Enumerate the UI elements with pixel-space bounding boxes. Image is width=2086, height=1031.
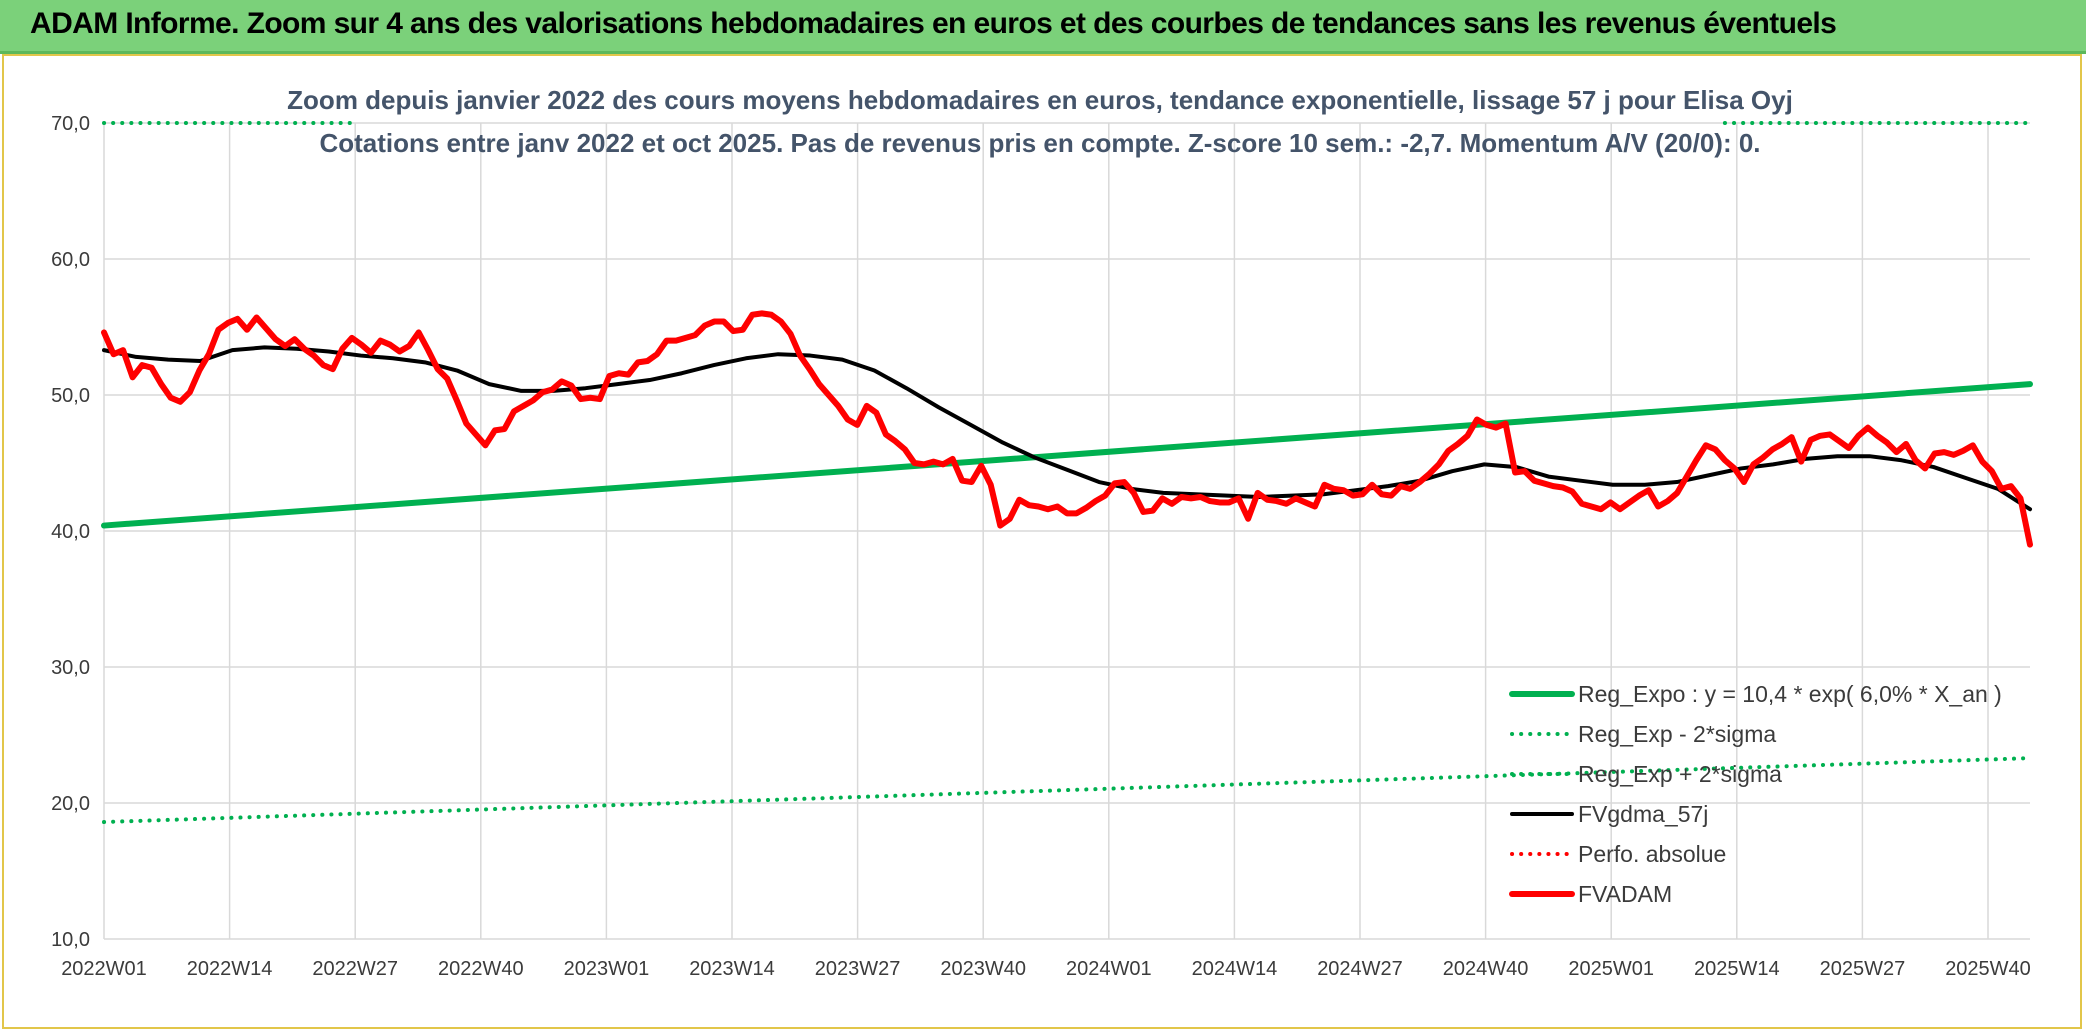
x-tick-label: 2023W40 (940, 958, 1026, 980)
y-tick-label: 70,0 (51, 113, 90, 135)
report-banner: ADAM Informe. Zoom sur 4 ans des valoris… (0, 0, 2086, 54)
y-tick-label: 30,0 (51, 657, 90, 679)
legend-label: FVADAM (1578, 881, 1672, 907)
x-tick-label: 2022W14 (187, 958, 273, 980)
subtitle-line-1: Zoom depuis janvier 2022 des cours moyen… (287, 85, 1793, 115)
y-tick-label: 50,0 (51, 385, 90, 407)
x-tick-label: 2022W40 (438, 958, 524, 980)
legend-label: Reg_Exp - 2*sigma (1578, 721, 1776, 747)
legend-label: Reg_Exp + 2*sigma (1578, 761, 1782, 787)
legend-label: FVgdma_57j (1578, 801, 1708, 827)
y-tick-label: 60,0 (51, 249, 90, 271)
x-tick-label: 2025W40 (1945, 958, 2031, 980)
y-tick-label: 10,0 (51, 929, 90, 951)
series (101, 121, 2033, 825)
y-tick-label: 20,0 (51, 793, 90, 815)
series-reg-exp-minus (102, 756, 2032, 825)
x-tick-label: 2024W01 (1066, 958, 1152, 980)
report-title: ADAM Informe. Zoom sur 4 ans des valoris… (30, 7, 1837, 40)
x-axis-ticks: 2022W01 2022W14 2022W27 2022W40 2023W01 2023W… (61, 958, 2031, 980)
x-tick-label: 2022W01 (61, 958, 147, 980)
x-tick-label: 2023W01 (564, 958, 650, 980)
x-tick-label: 2025W27 (1820, 958, 1906, 980)
y-tick-label: 40,0 (51, 521, 90, 543)
series-fvgdma (102, 345, 2032, 512)
series-reg-expo (101, 381, 2033, 529)
chart-subtitle: Zoom depuis janvier 2022 des cours moyen… (287, 85, 1793, 158)
x-tick-label: 2025W14 (1694, 958, 1780, 980)
x-tick-label: 2022W27 (312, 958, 398, 980)
legend-label: Perfo. absolue (1578, 841, 1726, 867)
x-tick-label: 2025W01 (1568, 958, 1654, 980)
chart-frame (2, 54, 2082, 1029)
x-tick-label: 2024W40 (1443, 958, 1529, 980)
legend: Reg_Expo : y = 10,4 * exp( 6,0% * X_an )… (1509, 681, 2002, 907)
legend-label: Reg_Expo : y = 10,4 * exp( 6,0% * X_an ) (1578, 681, 2002, 707)
x-tick-label: 2024W27 (1317, 958, 1403, 980)
y-axis-ticks: 10,0 20,0 30,0 40,0 50,0 60,0 70,0 (51, 113, 90, 951)
series-fvadam (101, 310, 2033, 548)
subtitle-line-2: Cotations entre janv 2022 et oct 2025. P… (319, 128, 1760, 158)
x-tick-label: 2023W27 (815, 958, 901, 980)
grid (103, 122, 2030, 940)
x-tick-label: 2023W14 (689, 958, 775, 980)
x-tick-label: 2024W14 (1192, 958, 1278, 980)
